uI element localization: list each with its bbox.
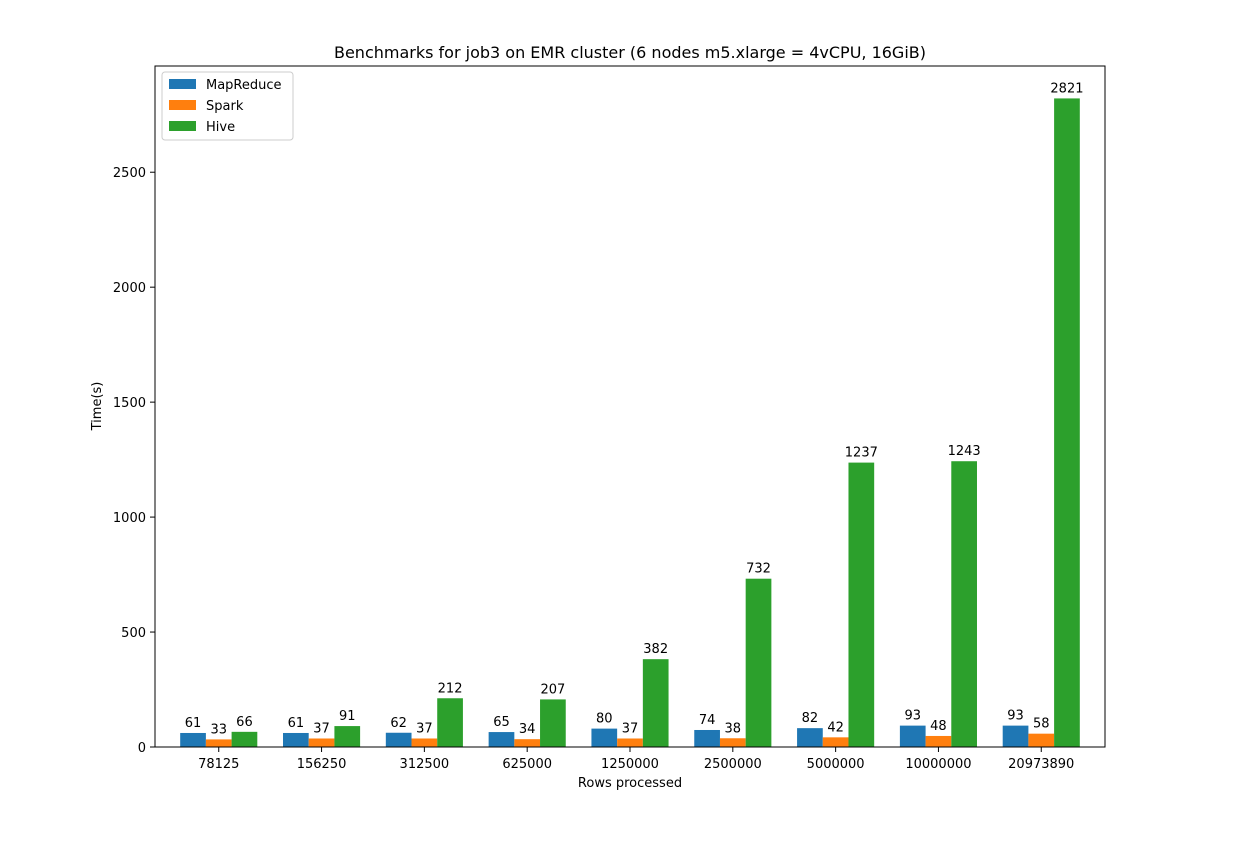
- bar-value-label: 37: [313, 721, 330, 736]
- bar-labels-group: 61 61 62 65 80 74 82 93 93 33 37 37 34 37 38 42 48 58 66 91…: [185, 81, 1084, 737]
- bar: [925, 735, 952, 747]
- legend-swatch: [169, 79, 196, 89]
- bar: [231, 731, 258, 747]
- bar-value-label: 74: [699, 713, 716, 728]
- bar-value-label: 91: [339, 709, 356, 724]
- bar: [514, 739, 541, 747]
- y-axis-label: Time(s): [90, 382, 105, 432]
- bar: [797, 728, 823, 747]
- bar-value-label: 1237: [845, 446, 878, 461]
- bar-value-label: 207: [540, 682, 565, 697]
- x-tick-label: 20973890: [1008, 757, 1074, 772]
- bar: [745, 578, 772, 747]
- bar-value-label: 732: [746, 562, 771, 577]
- bar: [848, 462, 875, 747]
- x-tick-label: 1250000: [601, 757, 659, 772]
- bar: [308, 738, 335, 747]
- bar-value-label: 58: [1033, 717, 1050, 732]
- chart-title: Benchmarks for job3 on EMR cluster (6 no…: [334, 43, 926, 62]
- bar-value-label: 61: [288, 716, 305, 731]
- bar: [437, 698, 463, 747]
- bar-value-label: 42: [827, 720, 844, 735]
- bar: [1054, 98, 1080, 748]
- x-tick-label: 2500000: [704, 757, 762, 772]
- bar-value-label: 93: [1007, 709, 1024, 724]
- bar: [694, 729, 720, 747]
- bar-value-label: 62: [390, 716, 407, 731]
- bar: [540, 699, 566, 747]
- bar-value-label: 212: [438, 681, 463, 696]
- bar-value-label: 61: [185, 716, 202, 731]
- bar-value-label: 38: [725, 721, 742, 736]
- bar: [180, 732, 206, 747]
- legend-swatch: [169, 100, 196, 110]
- y-axis: 0 500 1000 1500 2000 2500: [113, 166, 155, 756]
- x-tick-label: 156250: [297, 757, 347, 772]
- bar-value-label: 66: [236, 715, 253, 730]
- x-tick-label: 78125: [198, 757, 239, 772]
- bar: [951, 461, 977, 747]
- bar: [283, 732, 309, 747]
- bar-value-label: 33: [210, 722, 227, 737]
- bar: [822, 737, 849, 747]
- bar: [205, 739, 232, 747]
- bar-value-label: 382: [643, 642, 668, 657]
- bar: [719, 738, 746, 747]
- bar-value-label: 37: [416, 721, 433, 736]
- x-tick-label: 10000000: [905, 757, 971, 772]
- legend: MapReduce Spark Hive: [161, 71, 294, 141]
- bar: [591, 728, 618, 747]
- bar: [899, 725, 926, 747]
- bar-value-label: 2821: [1050, 81, 1083, 96]
- legend-label: Hive: [206, 120, 235, 135]
- x-axis-label: Rows processed: [578, 776, 682, 791]
- bar: [334, 726, 361, 747]
- y-tick-label: 500: [121, 626, 146, 641]
- bar-value-label: 37: [622, 721, 639, 736]
- bar-value-label: 34: [519, 722, 536, 737]
- plot-frame: [154, 65, 1106, 748]
- legend-label: MapReduce: [206, 78, 282, 93]
- bar: [1002, 725, 1029, 747]
- legend-swatch: [169, 121, 196, 131]
- bar-value-label: 1243: [948, 444, 981, 459]
- bar: [617, 738, 643, 747]
- bar-value-label: 93: [904, 709, 921, 724]
- y-tick-label: 0: [138, 741, 146, 756]
- y-tick-label: 2500: [113, 166, 146, 181]
- bar-value-label: 48: [930, 719, 947, 734]
- x-tick-label: 312500: [400, 757, 450, 772]
- x-tick-label: 625000: [502, 757, 552, 772]
- bars-group: [180, 98, 1080, 748]
- bar-value-label: 82: [802, 711, 819, 726]
- x-tick-label: 5000000: [807, 757, 865, 772]
- bar: [385, 732, 412, 747]
- x-axis: 78125 156250 312500 625000 1250000 2500000 500…: [198, 747, 1074, 772]
- bar: [411, 738, 438, 747]
- legend-label: Spark: [206, 99, 244, 114]
- bar: [1028, 733, 1055, 747]
- bar-value-label: 80: [596, 712, 613, 727]
- bar-value-label: 65: [493, 715, 510, 730]
- y-tick-label: 2000: [113, 281, 146, 296]
- y-tick-label: 1000: [113, 511, 146, 526]
- y-tick-label: 1500: [113, 396, 146, 411]
- bar: [642, 659, 669, 747]
- bar: [488, 732, 515, 747]
